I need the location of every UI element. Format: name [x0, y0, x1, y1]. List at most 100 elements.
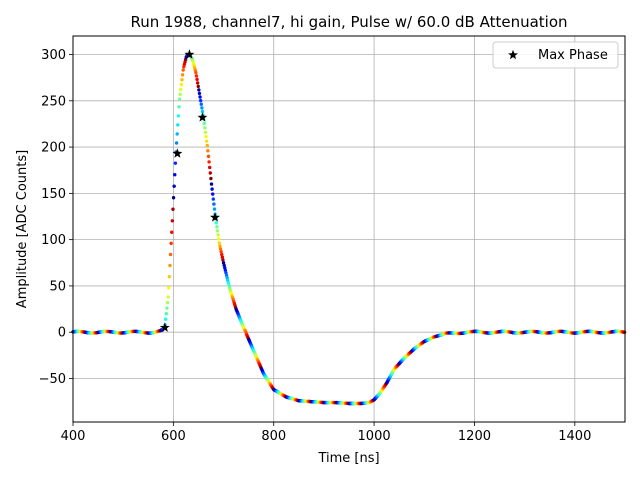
curve-point	[212, 202, 216, 206]
curve-point	[204, 135, 208, 139]
curve-point	[164, 312, 169, 316]
x-tick-label: 600	[161, 429, 186, 444]
curve-point	[209, 176, 213, 181]
curve-point	[194, 70, 198, 75]
curve-point	[207, 160, 211, 164]
max-phase-markers	[159, 49, 220, 332]
pulse-curve	[71, 52, 627, 406]
max-phase-star	[159, 322, 170, 332]
curve-point	[197, 88, 201, 92]
curve-point	[198, 95, 202, 99]
curve-point	[217, 237, 221, 241]
curve-point	[203, 126, 207, 130]
y-tick-label: 150	[41, 187, 66, 202]
plot-area	[71, 35, 627, 423]
curve-point	[205, 143, 209, 148]
curve-point	[178, 92, 182, 97]
curve-point	[200, 109, 205, 114]
curve-point	[219, 249, 223, 254]
curve-point	[208, 165, 212, 170]
curve-point	[180, 73, 185, 77]
curve-point	[164, 317, 168, 321]
curve-point	[215, 229, 220, 233]
curve-point	[167, 274, 172, 279]
curve-point	[200, 106, 204, 110]
curve-point	[218, 247, 223, 251]
curve-point	[216, 233, 220, 237]
curve-point	[171, 196, 176, 200]
max-phase-star	[197, 112, 208, 122]
curve-point	[209, 182, 214, 186]
max-phase-star	[172, 148, 183, 158]
curve-point	[176, 123, 180, 127]
curve-point	[202, 121, 206, 126]
x-tick-label: 1000	[358, 429, 391, 444]
curve-point	[169, 241, 173, 246]
curve-point	[176, 114, 181, 118]
curve-point	[218, 244, 222, 248]
legend: Max Phase	[492, 41, 619, 69]
max-phase-star	[184, 49, 195, 59]
x-axis-ticks: 400 600 800 1000 1200 1400	[61, 422, 591, 444]
curve-point	[170, 219, 175, 223]
x-tick-label: 400	[61, 429, 86, 444]
curve-point	[173, 161, 178, 165]
curve-point	[177, 97, 182, 101]
curve-point	[220, 252, 224, 257]
curve-point	[217, 241, 222, 245]
curve-point	[179, 87, 183, 92]
curve-point	[172, 184, 176, 188]
x-tick-label: 800	[261, 429, 286, 444]
legend-star-icon	[508, 49, 518, 60]
curve-point	[167, 286, 171, 290]
curve-point	[195, 77, 199, 82]
curve-point	[174, 141, 179, 145]
curve-point	[215, 225, 219, 229]
curve-point	[181, 68, 185, 72]
curve-point	[165, 300, 170, 305]
curve-point	[194, 74, 199, 78]
curve-point	[208, 171, 212, 175]
y-tick-label: 100	[41, 233, 66, 248]
curve-point	[170, 230, 174, 234]
x-axis-label: Time [ns]	[317, 451, 379, 466]
y-tick-label: 200	[41, 141, 66, 156]
curve-point	[166, 295, 170, 299]
curve-point	[180, 78, 184, 82]
axes-frame	[72, 35, 626, 423]
y-tick-label: 300	[41, 48, 66, 63]
curve-point	[198, 98, 203, 103]
y-axis-label: Amplitude [ADC Counts]	[15, 150, 30, 308]
curve-point	[214, 221, 219, 225]
curve-point	[177, 105, 181, 109]
curve-point	[196, 84, 200, 89]
curve-point	[220, 255, 225, 259]
curve-point	[199, 102, 203, 106]
curve-point	[168, 263, 172, 268]
curve-point	[212, 207, 217, 211]
x-tick-label: 1400	[558, 429, 591, 444]
curve-point	[210, 187, 214, 191]
y-tick-label: −50	[39, 372, 66, 387]
curve-point	[173, 172, 177, 177]
legend-label: Max Phase	[538, 48, 608, 63]
y-tick-label: 50	[49, 279, 66, 294]
curve-point	[204, 139, 209, 143]
curve-point	[197, 91, 202, 96]
curve-point	[175, 132, 179, 136]
legend-box	[492, 41, 619, 69]
curve-point	[195, 81, 200, 85]
y-tick-label: 0	[58, 326, 66, 341]
x-tick-label: 1200	[458, 429, 491, 444]
max-phase-star	[210, 212, 220, 222]
curve-point	[171, 207, 175, 211]
curve-point	[165, 306, 169, 310]
y-tick-label: 250	[41, 94, 66, 109]
curve-point	[206, 154, 211, 159]
curve-point	[206, 149, 210, 153]
curve-point	[168, 252, 173, 257]
chart-title: Run 1988, channel7, hi gain, Pulse w/ 60…	[130, 13, 567, 31]
curve-point	[221, 258, 225, 262]
curve-point	[179, 82, 184, 87]
